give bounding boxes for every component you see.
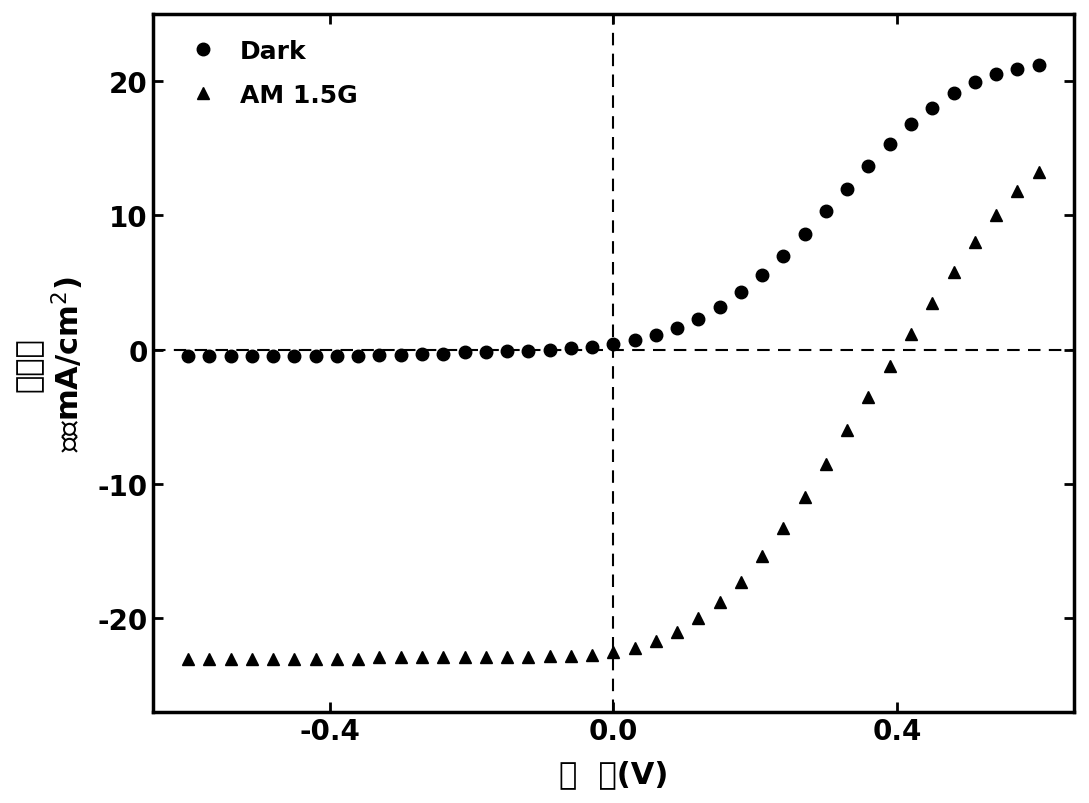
Dark (543, 345, 556, 355)
X-axis label: 电  压(V): 电 压(V) (559, 759, 668, 788)
Dark (182, 353, 195, 362)
AM 1.5G (607, 647, 620, 657)
AM 1.5G (926, 299, 939, 308)
Dark (607, 340, 620, 350)
Dark (883, 141, 896, 150)
Dark (267, 353, 280, 362)
Dark (776, 251, 790, 261)
AM 1.5G (819, 459, 832, 469)
AM 1.5G (267, 654, 280, 663)
AM 1.5G (372, 653, 386, 662)
Dark (245, 353, 258, 362)
AM 1.5G (586, 650, 599, 659)
AM 1.5G (734, 577, 747, 587)
Line: Dark: Dark (182, 59, 1044, 363)
AM 1.5G (245, 654, 258, 663)
AM 1.5G (947, 267, 960, 277)
AM 1.5G (628, 643, 641, 653)
AM 1.5G (968, 238, 981, 248)
Dark (352, 353, 365, 362)
Dark (309, 353, 322, 362)
Dark (394, 351, 407, 361)
Dark (756, 271, 769, 280)
AM 1.5G (352, 654, 365, 663)
Dark (437, 349, 450, 359)
Dark (926, 104, 939, 114)
AM 1.5G (692, 613, 705, 623)
Dark (479, 349, 492, 358)
Dark (1032, 61, 1045, 71)
AM 1.5G (458, 653, 472, 662)
AM 1.5G (394, 653, 407, 662)
AM 1.5G (522, 653, 535, 662)
Dark (990, 71, 1003, 80)
AM 1.5G (543, 651, 556, 661)
Dark (458, 349, 472, 358)
AM 1.5G (287, 654, 301, 663)
AM 1.5G (416, 653, 429, 662)
Dark (947, 89, 960, 99)
Dark (862, 161, 876, 171)
Dark (1011, 65, 1024, 75)
AM 1.5G (756, 552, 769, 561)
AM 1.5G (182, 654, 195, 663)
AM 1.5G (224, 654, 237, 663)
AM 1.5G (713, 597, 726, 607)
AM 1.5G (479, 653, 492, 662)
Dark (628, 336, 641, 345)
Dark (671, 324, 684, 333)
Dark (968, 79, 981, 88)
AM 1.5G (905, 329, 918, 339)
AM 1.5G (564, 651, 577, 661)
Dark (649, 331, 662, 340)
AM 1.5G (798, 493, 811, 503)
Dark (841, 185, 854, 194)
AM 1.5G (671, 627, 684, 637)
Dark (372, 351, 386, 361)
AM 1.5G (841, 426, 854, 435)
Dark (734, 287, 747, 297)
Dark (798, 230, 811, 240)
Dark (287, 353, 301, 362)
AM 1.5G (1011, 187, 1024, 197)
Dark (819, 207, 832, 217)
Dark (522, 347, 535, 357)
AM 1.5G (883, 361, 896, 371)
Dark (564, 344, 577, 354)
Dark (905, 120, 918, 130)
Dark (713, 303, 726, 312)
Line: AM 1.5G: AM 1.5G (182, 167, 1044, 665)
Dark (330, 353, 343, 362)
AM 1.5G (990, 211, 1003, 221)
AM 1.5G (437, 653, 450, 662)
Dark (692, 315, 705, 324)
AM 1.5G (862, 393, 876, 402)
AM 1.5G (1032, 169, 1045, 178)
Legend: Dark, AM 1.5G: Dark, AM 1.5G (166, 27, 370, 120)
AM 1.5G (309, 654, 322, 663)
AM 1.5G (203, 654, 216, 663)
Dark (224, 353, 237, 362)
Dark (586, 343, 599, 353)
AM 1.5G (776, 524, 790, 533)
Y-axis label: 电流密
度（mA/cm$^2$): 电流密 度（mA/cm$^2$) (15, 276, 86, 451)
Dark (203, 353, 216, 362)
Dark (501, 347, 514, 357)
Dark (416, 349, 429, 359)
AM 1.5G (501, 653, 514, 662)
AM 1.5G (330, 654, 343, 663)
AM 1.5G (649, 637, 662, 646)
